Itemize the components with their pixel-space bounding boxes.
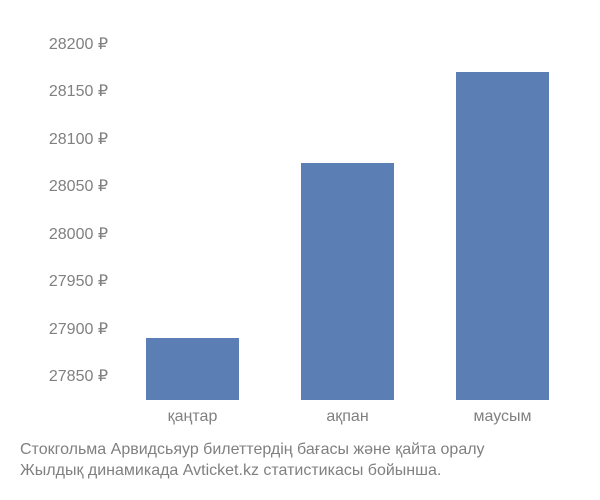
bar <box>301 163 394 401</box>
x-tick-label: қаңтар <box>168 408 218 426</box>
y-tick-label: 27950 ₽ <box>20 271 108 291</box>
bar <box>456 72 549 400</box>
y-tick-label: 28200 ₽ <box>20 34 108 54</box>
y-tick-label: 27900 ₽ <box>20 319 108 339</box>
y-tick-label: 28100 ₽ <box>20 129 108 149</box>
plot-area <box>115 20 580 400</box>
caption-line-2: Жылдық динамикада Avticket.kz статистика… <box>20 460 485 482</box>
x-tick-label: ақпан <box>326 408 368 426</box>
y-tick-label: 28150 ₽ <box>20 81 108 101</box>
price-bar-chart: 27850 ₽ 27900 ₽ 27950 ₽ 28000 ₽ 28050 ₽ 28100… <box>20 20 580 440</box>
y-tick-label: 28050 ₽ <box>20 176 108 196</box>
chart-caption: Стокгольма Арвидсьяур билеттердің бағасы… <box>20 439 485 482</box>
caption-line-1: Стокгольма Арвидсьяур билеттердің бағасы… <box>20 439 485 461</box>
x-tick-label: маусым <box>473 408 531 426</box>
y-tick-label: 28000 ₽ <box>20 224 108 244</box>
y-tick-label: 27850 ₽ <box>20 366 108 386</box>
bar <box>146 338 239 400</box>
